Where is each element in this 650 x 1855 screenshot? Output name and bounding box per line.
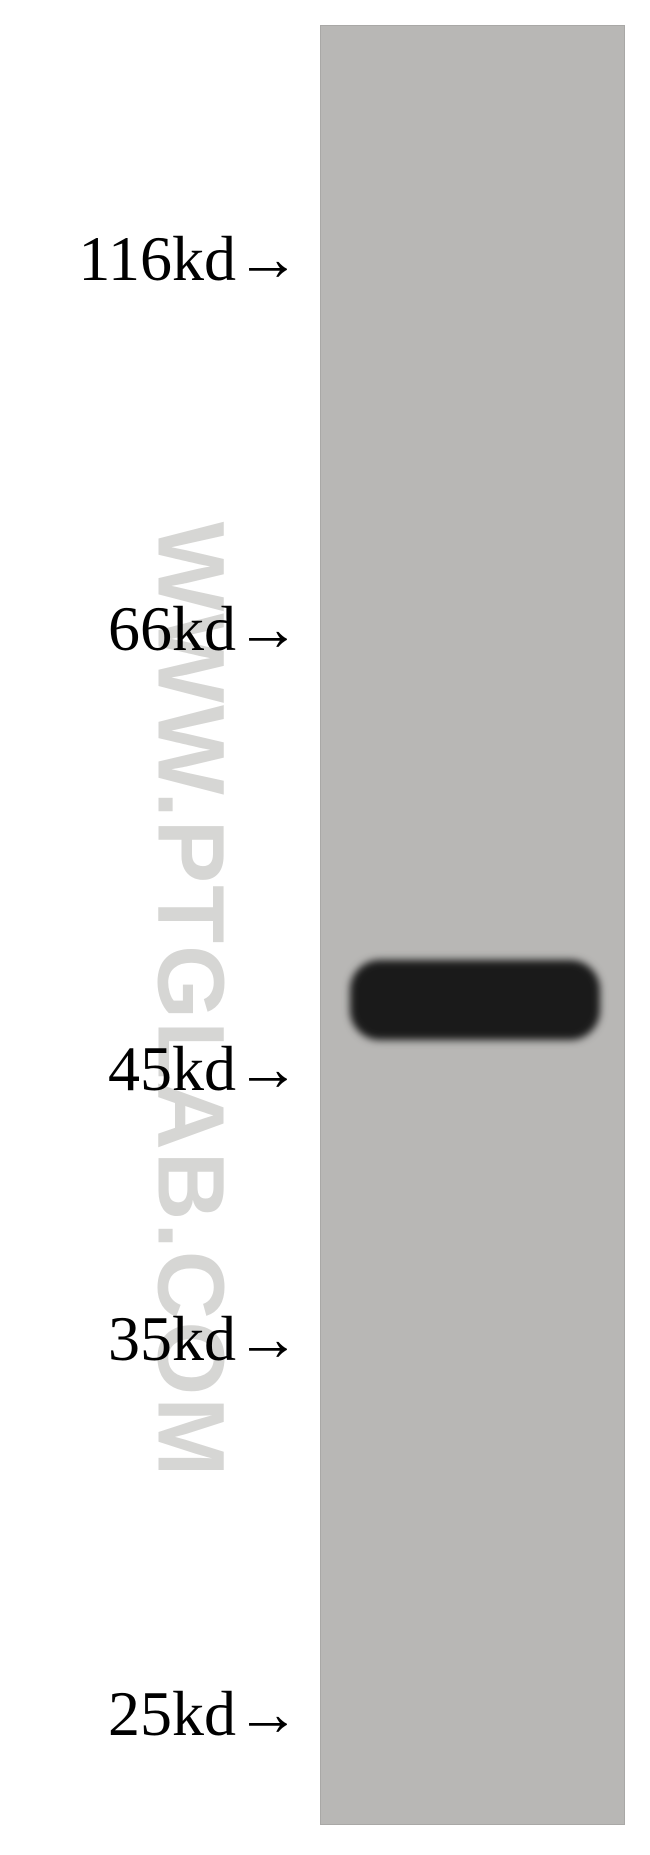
mw-marker-25kd: 25kd→ xyxy=(108,1682,300,1746)
mw-label: 116kd xyxy=(78,223,236,294)
arrow-icon: → xyxy=(236,597,300,661)
mw-label: 25kd xyxy=(108,1678,236,1749)
protein-band xyxy=(350,960,600,1040)
gel-lane xyxy=(320,25,625,1825)
mw-marker-66kd: 66kd→ xyxy=(108,597,300,661)
mw-label: 45kd xyxy=(108,1033,236,1104)
arrow-icon: → xyxy=(236,1307,300,1371)
mw-label: 35kd xyxy=(108,1303,236,1374)
arrow-icon: → xyxy=(236,1037,300,1101)
arrow-icon: → xyxy=(236,227,300,291)
blot-canvas: WWW.PTGLAB.COM 116kd→ 66kd→ 45kd→ 35kd→ … xyxy=(0,0,650,1855)
arrow-icon: → xyxy=(236,1682,300,1746)
mw-label: 66kd xyxy=(108,593,236,664)
mw-marker-45kd: 45kd→ xyxy=(108,1037,300,1101)
mw-marker-116kd: 116kd→ xyxy=(78,227,300,291)
mw-marker-35kd: 35kd→ xyxy=(108,1307,300,1371)
